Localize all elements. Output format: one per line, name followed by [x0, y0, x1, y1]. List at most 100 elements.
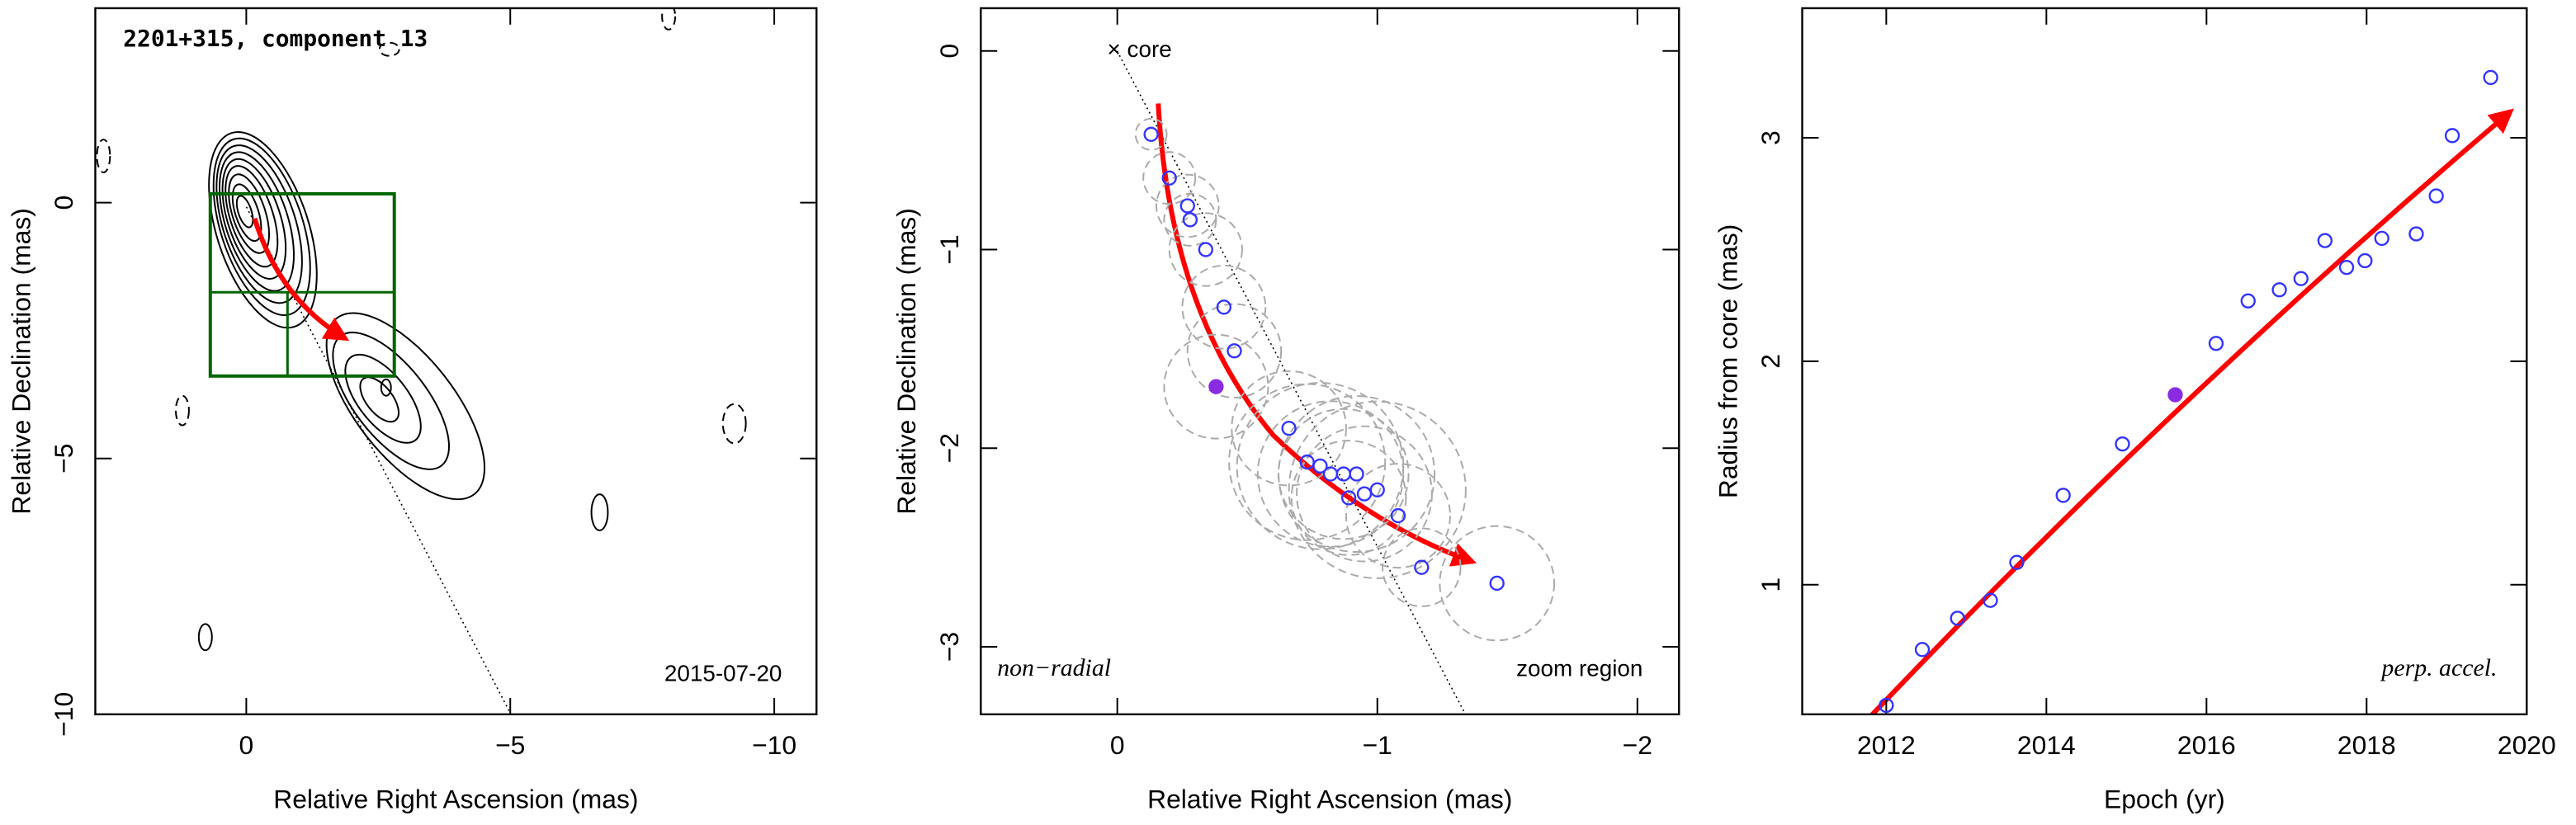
fit-overlay [1869, 108, 2514, 714]
point [1349, 466, 1364, 482]
size-circle [1382, 527, 1462, 607]
point [1198, 242, 1213, 257]
point [1879, 697, 1894, 714]
point [1227, 343, 1242, 359]
core-label: × core [1108, 36, 1172, 62]
y-tick-label: −1 [934, 234, 964, 264]
point [2271, 282, 2287, 298]
size-circle [1163, 333, 1269, 440]
y-tick-label: 1 [1756, 578, 1785, 592]
size-circle [1168, 212, 1243, 287]
point [1179, 198, 1195, 214]
y-axis-label: Relative Declination (mas) [891, 208, 921, 514]
size-circle [1256, 400, 1405, 548]
x-tick-label: −1 [1363, 730, 1392, 760]
point [1414, 559, 1430, 575]
size-circle [1134, 117, 1168, 151]
size-circle [1296, 425, 1433, 563]
point [2115, 436, 2130, 452]
x-tick-label: 0 [1110, 730, 1125, 760]
x-tick-label: 2012 [1857, 730, 1916, 760]
point [1340, 490, 1357, 506]
y-axis-label: Relative Declination (mas) [6, 208, 35, 514]
point [1983, 592, 1998, 608]
size-circle [1163, 192, 1217, 247]
point [1390, 507, 1406, 524]
x-axis-label: Epoch (yr) [2104, 785, 2225, 814]
mode-label: perp. accel. [2380, 654, 2497, 681]
y-tick-label: 0 [49, 196, 78, 210]
point [2374, 230, 2389, 247]
size-circle [1345, 463, 1451, 569]
point [1335, 466, 1351, 482]
point [2444, 128, 2460, 144]
point [1299, 454, 1315, 470]
panel-title: 2201+315, component 13 [123, 25, 428, 52]
y-tick-label: 0 [934, 44, 964, 59]
size-circle [1228, 383, 1387, 541]
size-circle [1236, 382, 1405, 550]
highlight-point [2167, 387, 2183, 403]
scatter-layer [1879, 69, 2498, 714]
scatter-layer [1134, 117, 1555, 642]
plot-frame [980, 7, 1680, 716]
plot-frame [94, 7, 818, 716]
point [1950, 610, 1965, 626]
y-tick-label: 2 [1756, 354, 1785, 369]
point [1489, 575, 1505, 592]
point [1312, 458, 1328, 474]
point [2055, 488, 2071, 503]
point [1143, 126, 1159, 142]
point [1369, 482, 1385, 497]
point [2483, 69, 2498, 86]
size-circle [1231, 370, 1347, 487]
size-circle [1278, 395, 1436, 554]
size-circle [1278, 408, 1410, 540]
x-tick-label: 2014 [2017, 730, 2076, 760]
point [1161, 170, 1177, 186]
y-tick-label: −10 [49, 692, 78, 737]
point [1356, 486, 1373, 502]
x-tick-label: −2 [1623, 730, 1652, 760]
size-circle [1290, 440, 1407, 556]
size-circle [1439, 525, 1555, 642]
point [1914, 642, 1931, 658]
point [1281, 420, 1297, 436]
x-axis-label: Relative Right Ascension (mas) [1147, 785, 1512, 814]
y-tick-label: 3 [1756, 130, 1785, 145]
size-circle [1186, 303, 1283, 398]
x-tick-label: 2016 [2177, 730, 2236, 760]
point [2009, 554, 2025, 570]
point [2240, 293, 2256, 309]
x-axis-label: Relative Right Ascension (mas) [273, 785, 638, 814]
region-label: zoom region [1516, 655, 1642, 681]
point [1322, 466, 1339, 482]
y-tick-label: −2 [934, 433, 964, 463]
y-tick-label: −3 [934, 632, 964, 662]
size-circle [1155, 173, 1220, 238]
x-tick-label: 2020 [2498, 730, 2556, 760]
point [1182, 212, 1198, 228]
x-tick-label: 0 [239, 730, 254, 760]
x-tick-label: −10 [752, 730, 796, 760]
point [2428, 188, 2444, 204]
size-circle [1181, 264, 1267, 350]
y-axis-label: Radius from core (mas) [1713, 224, 1742, 499]
track-overlay [1116, 50, 1477, 714]
point [2317, 233, 2333, 248]
point [2338, 259, 2355, 276]
point [2408, 226, 2424, 242]
date-label: 2015-07-20 [664, 660, 782, 686]
point [2208, 336, 2224, 351]
x-tick-label: −5 [495, 730, 525, 760]
point [1216, 299, 1232, 315]
point [2357, 252, 2373, 269]
size-circle [1288, 400, 1467, 579]
contour-map [96, 7, 747, 714]
x-tick-label: 2018 [2337, 730, 2396, 760]
mode-label: non−radial [997, 654, 1111, 681]
y-tick-label: −5 [49, 444, 78, 474]
plot-frame [1801, 7, 2528, 716]
